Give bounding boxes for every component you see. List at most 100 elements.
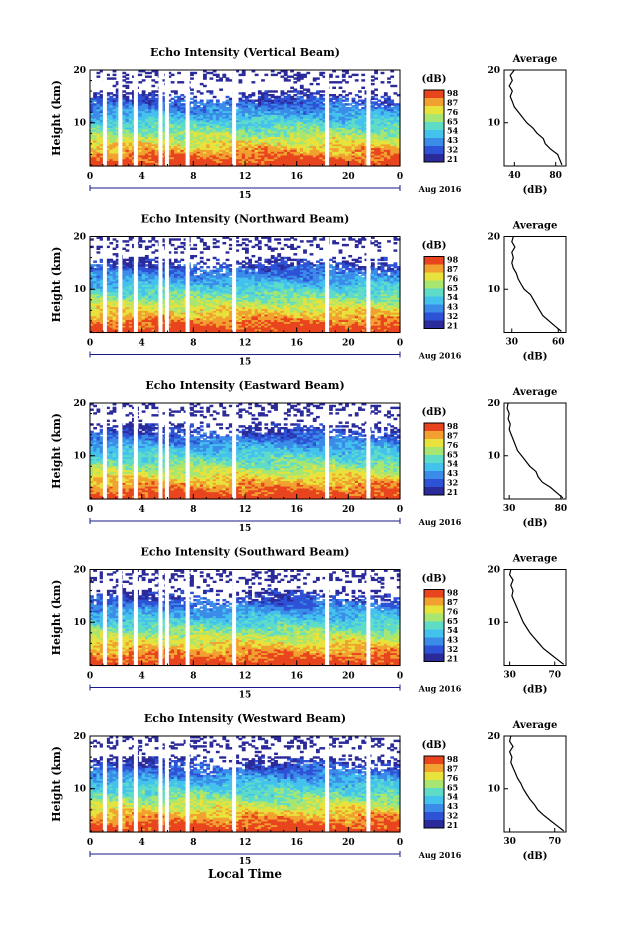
heatmap-cell [93, 97, 97, 101]
heatmap-cell [112, 119, 117, 123]
heatmap-cell [167, 153, 172, 156]
heatmap-cell [174, 151, 178, 154]
heatmap-cell [93, 127, 97, 130]
heatmap-cell [138, 256, 143, 260]
heatmap-cell [125, 151, 130, 154]
heatmap-cell [174, 132, 178, 136]
heatmap-cell [128, 123, 133, 126]
heatmap-cell [122, 75, 127, 78]
heatmap-cell [99, 101, 104, 104]
heatmap-cell [115, 143, 120, 147]
panel-title: Echo Intensity (Vertical Beam) [150, 46, 340, 59]
heatmap-cell [99, 70, 104, 73]
heatmap-cell [125, 160, 130, 163]
heatmap-cell [112, 143, 117, 147]
heatmap-cell [144, 106, 149, 110]
heatmap-cell [161, 125, 165, 128]
heatmap-cell [199, 132, 204, 136]
heatmap-cell [93, 147, 97, 150]
heatmap-cell [351, 97, 356, 101]
heatmap-cell [125, 156, 130, 160]
heatmap-cell [115, 110, 120, 113]
heatmap-cell [122, 97, 127, 101]
heatmap-cell [128, 112, 133, 115]
heatmap-cell [190, 142, 194, 145]
heatmap-cell [174, 138, 178, 141]
heatmap-cell [183, 123, 188, 126]
heatmap-cell [154, 143, 159, 147]
heatmap-cell [125, 95, 130, 99]
heatmap-cell [109, 154, 114, 158]
heatmap-cell [141, 99, 146, 102]
data-gap [185, 70, 190, 166]
heatmap-cell [106, 160, 110, 163]
heatmap-cell [167, 158, 172, 161]
heatmap-cell [148, 119, 152, 123]
heatmap-cell [183, 132, 188, 136]
heatmap-cell [203, 143, 207, 147]
heatmap-cell [161, 143, 165, 147]
heatmap-cell [170, 105, 175, 108]
heatmap-cell [122, 140, 127, 143]
heatmap-cell [144, 153, 149, 156]
heatmap-cell [190, 101, 194, 104]
heatmap-cell [190, 121, 194, 125]
heatmap-cell [338, 97, 343, 101]
heatmap-cell [109, 153, 114, 156]
heatmap-cell [345, 97, 349, 101]
heatmap-cell [203, 156, 207, 160]
heatmap-cell [180, 119, 185, 123]
heatmap-cell [203, 129, 207, 132]
heatmap-cell [138, 81, 143, 84]
heatmap-cell [154, 153, 159, 156]
heatmap-cell [193, 142, 198, 145]
heatmap-cell [154, 147, 159, 150]
heatmap-cell [209, 99, 214, 102]
heatmap-cell [106, 123, 110, 126]
heatmap-cell [141, 240, 146, 243]
heatmap-cell [167, 140, 172, 143]
heatmap-cell [177, 81, 181, 84]
heatmap-cell [90, 130, 94, 134]
heatmap-cell [112, 101, 117, 104]
heatmap-cell [316, 90, 320, 93]
heatmap-cell [154, 127, 159, 130]
heatmap-cell [144, 114, 149, 117]
heatmap-cell [109, 108, 114, 112]
heatmap-cell [161, 151, 165, 154]
heatmap-cell [161, 119, 165, 123]
heatmap-cell [122, 132, 127, 136]
heatmap-cell [199, 108, 204, 112]
heatmap-cell [138, 125, 143, 128]
heatmap-cell [93, 103, 97, 106]
heatmap-cell [161, 142, 165, 145]
average-x-tick-label: 80 [549, 171, 562, 181]
heatmap-cell [115, 129, 120, 132]
heatmap-cell [128, 147, 133, 150]
heatmap-cell [161, 149, 165, 152]
heatmap-cell [196, 121, 201, 125]
heatmap-cell [144, 147, 149, 150]
heatmap-cell [128, 134, 133, 137]
heatmap-cell [151, 116, 156, 119]
heatmap-cell [180, 108, 185, 112]
heatmap-cell [193, 103, 198, 106]
heatmap-cell [199, 147, 204, 150]
heatmap-cell [122, 114, 127, 117]
heatmap-cell [193, 145, 198, 149]
heatmap-cell [106, 114, 110, 117]
data-gap [366, 70, 371, 166]
heatmap-cell [183, 142, 188, 145]
heatmap-cell [177, 127, 181, 130]
heatmap-cell [280, 97, 285, 101]
heatmap-cell [93, 95, 97, 99]
heatmap-cell [190, 119, 194, 123]
heatmap-cell [183, 114, 188, 117]
heatmap-cell [112, 142, 117, 145]
heatmap-cell [170, 142, 175, 145]
heatmap-cell [93, 92, 97, 95]
heatmap-cell [112, 130, 117, 134]
heatmap-cell [170, 129, 175, 132]
heatmap-cell [90, 114, 94, 117]
heatmap-cell [190, 160, 194, 163]
